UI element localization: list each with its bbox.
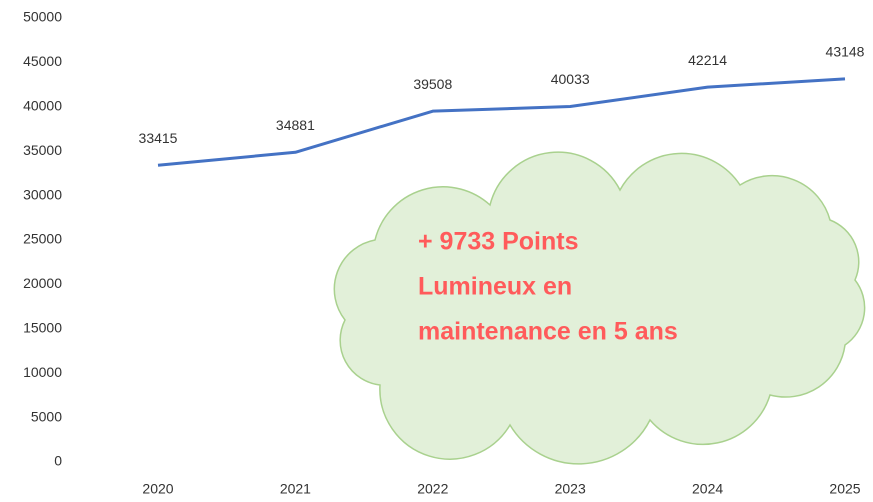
data-label: 39508 [413, 76, 452, 92]
y-tick-label: 50000 [23, 9, 62, 25]
x-tick-label: 2022 [417, 481, 448, 497]
y-tick-label: 30000 [23, 186, 62, 202]
x-tick-label: 2024 [692, 481, 723, 497]
data-label: 40033 [551, 71, 590, 87]
x-tick-label: 2021 [280, 481, 311, 497]
y-tick-label: 10000 [23, 364, 62, 380]
data-label: 43148 [826, 44, 865, 60]
x-tick-label: 2020 [142, 481, 173, 497]
data-line [157, 77, 846, 167]
x-tick-label: 2023 [555, 481, 586, 497]
y-tick-label: 40000 [23, 98, 62, 114]
annotation-text: + 9733 Points [418, 228, 579, 256]
y-tick-label: 5000 [31, 408, 62, 424]
y-tick-label: 35000 [23, 142, 62, 158]
y-tick-label: 20000 [23, 275, 62, 291]
y-tick-label: 0 [54, 453, 62, 469]
annotation-text: maintenance en 5 ans [418, 318, 678, 346]
y-tick-label: 15000 [23, 320, 62, 336]
annotation-cloud [333, 151, 866, 465]
annotation-text: Lumineux en [418, 273, 572, 301]
y-tick-label: 25000 [23, 231, 62, 247]
data-label: 34881 [276, 117, 315, 133]
y-tick-label: 45000 [23, 53, 62, 69]
x-tick-label: 2025 [829, 481, 860, 497]
data-label: 33415 [139, 130, 178, 146]
data-label: 42214 [688, 52, 727, 68]
